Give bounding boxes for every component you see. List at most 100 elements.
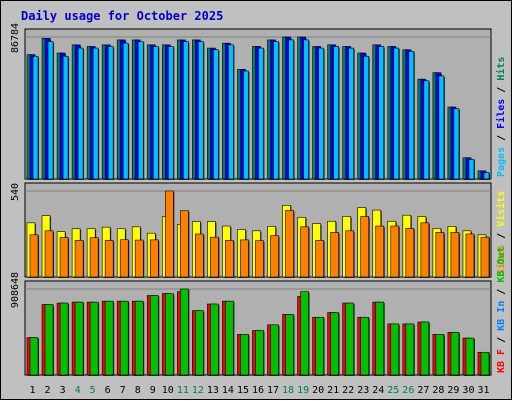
panel-visits-sites: 540 Sites / Visits	[10, 182, 507, 278]
bar-pages-day-28	[438, 75, 445, 180]
y-max-label: 540	[10, 183, 21, 201]
bar-pages-day-9	[152, 46, 159, 180]
x-tick-label: 1	[30, 385, 36, 396]
bar-pages-day-17	[273, 41, 279, 180]
bar-pages-day-8	[137, 41, 144, 180]
x-tick-label: 21	[327, 385, 339, 396]
bar-kb-out-day-25	[390, 323, 400, 376]
panel-hits-files-pages: 86784 Pages / Files / Hits	[10, 23, 507, 180]
x-tick-label: 22	[342, 385, 354, 396]
x-tick-label: 8	[135, 385, 141, 396]
bar-pages-day-25	[393, 47, 400, 180]
bar-sites-day-1	[29, 234, 39, 278]
bar-sites-day-5	[89, 237, 99, 278]
y-max-label: 908648	[10, 272, 21, 308]
legend-entry: Hits	[495, 57, 507, 81]
bar-sites-day-29	[450, 232, 460, 278]
bar-pages-day-19	[303, 39, 309, 180]
legend-separator: /	[496, 283, 507, 301]
x-tick-label: 23	[357, 385, 369, 396]
bar-pages-day-1	[32, 55, 39, 180]
bar-sites-day-31	[480, 236, 490, 278]
panel-kbf-kbin-kbout: 908648 KB F / KB In / KB Out	[10, 247, 507, 376]
legend-separator: /	[496, 81, 507, 99]
bar-kb-out-day-1	[29, 337, 39, 376]
bar-sites-day-23	[360, 216, 370, 278]
bar-pages-day-27	[423, 80, 430, 180]
bar-kb-out-day-2	[44, 304, 54, 376]
bar-sites-day-10	[164, 190, 174, 278]
bar-kb-out-day-30	[465, 337, 475, 376]
bar-kb-out-day-15	[240, 334, 249, 376]
x-tick-label: 12	[192, 385, 204, 396]
x-tick-label: 28	[432, 385, 444, 396]
x-tick-label: 7	[120, 385, 126, 396]
x-tick-label: 11	[177, 385, 189, 396]
bar-kb-out-day-10	[164, 293, 174, 376]
bar-pages-day-4	[77, 47, 84, 180]
bar-pages-day-2	[47, 41, 54, 180]
legend-entry: Visits	[495, 191, 507, 227]
bar-kb-out-day-4	[74, 301, 84, 376]
bar-sites-day-26	[405, 228, 415, 278]
bar-pages-day-29	[453, 108, 460, 180]
bar-kb-out-day-18	[285, 314, 294, 376]
bar-pages-day-14	[228, 44, 234, 180]
bar-sites-day-28	[435, 232, 445, 278]
y-max-label: 86784	[10, 23, 21, 53]
bar-kb-out-day-12	[195, 310, 204, 376]
bar-sites-day-24	[375, 225, 385, 278]
bar-kb-out-day-24	[375, 301, 385, 376]
bar-kb-out-day-26	[405, 323, 415, 376]
x-tick-label: 3	[60, 385, 66, 396]
bar-pages-day-20	[318, 47, 324, 180]
bar-kb-out-day-9	[149, 295, 159, 376]
x-tick-label: 25	[387, 385, 399, 396]
bar-sites-day-9	[149, 239, 159, 278]
chart-title: Daily usage for October 2025	[21, 9, 223, 23]
bar-sites-day-27	[420, 222, 430, 278]
bar-pages-day-5	[92, 47, 99, 180]
legend-hits-files-pages: Pages / Files / Hits	[495, 57, 507, 177]
x-tick-label: 5	[90, 385, 96, 396]
x-tick-label: 10	[162, 385, 174, 396]
bar-pages-day-24	[378, 46, 385, 180]
bar-sites-day-4	[74, 240, 84, 278]
bar-kb-out-day-17	[270, 324, 279, 376]
bar-kb-out-day-22	[345, 302, 355, 376]
x-tick-label: 24	[372, 385, 384, 396]
bar-kb-out-day-13	[210, 303, 219, 376]
bar-kb-out-day-5	[89, 301, 99, 376]
bar-sites-day-30	[465, 233, 475, 278]
bar-pages-day-18	[288, 39, 294, 180]
legend-separator: /	[496, 227, 507, 245]
bar-kb-out-day-16	[255, 330, 264, 376]
bar-sites-day-12	[195, 233, 204, 278]
x-tick-label: 29	[447, 385, 459, 396]
bar-kb-out-day-31	[480, 351, 490, 376]
bar-pages-day-7	[122, 42, 129, 180]
bar-kb-out-day-28	[435, 334, 445, 376]
bar-sites-day-15	[240, 239, 249, 278]
x-tick-label: 27	[417, 385, 429, 396]
bar-sites-day-2	[44, 230, 54, 278]
x-tick-label: 31	[477, 385, 489, 396]
bar-sites-day-14	[225, 240, 234, 278]
bar-sites-day-6	[104, 240, 114, 278]
x-tick-label: 18	[282, 385, 294, 396]
bar-sites-day-13	[210, 236, 219, 278]
bar-kb-out-day-11	[180, 288, 189, 376]
bar-pages-day-22	[348, 47, 355, 180]
bar-kb-out-day-8	[134, 300, 144, 376]
x-tick-label: 6	[105, 385, 111, 396]
legend-entry: KB Out	[496, 247, 507, 283]
bar-pages-day-16	[258, 47, 264, 180]
x-tick-label: 26	[402, 385, 414, 396]
bar-sites-day-21	[330, 232, 339, 278]
legend-visits-sites: Sites / Visits	[495, 191, 507, 275]
bar-kb-out-day-20	[315, 316, 324, 376]
legend-entry: Pages	[496, 147, 507, 177]
bar-kb-out-day-6	[104, 300, 114, 376]
